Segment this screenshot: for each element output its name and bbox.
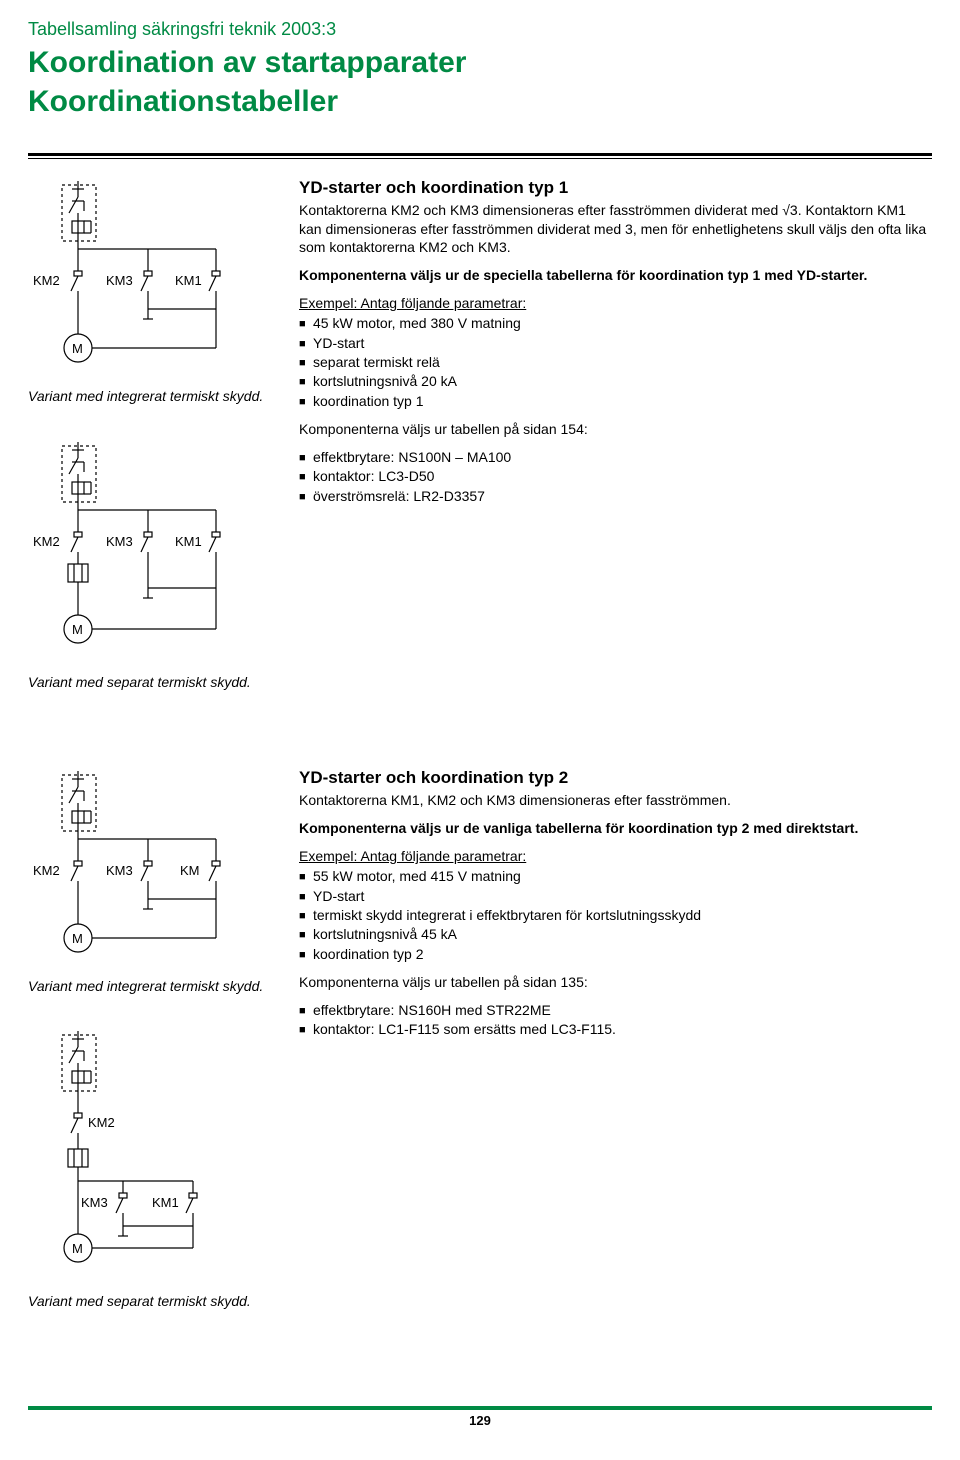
label-km3: KM3 xyxy=(81,1195,108,1210)
label-km3: KM3 xyxy=(106,863,133,878)
section2-result-list: effektbrytare: NS160H med STR22ME kontak… xyxy=(299,1001,932,1039)
section2-result-lead: Komponenterna väljs ur tabellen på sidan… xyxy=(299,973,932,991)
page-number: 129 xyxy=(28,1413,932,1430)
section2-para1: Kontaktorerna KM1, KM2 och KM3 dimension… xyxy=(299,791,932,809)
label-km3: KM3 xyxy=(106,273,133,288)
label-m: M xyxy=(72,341,83,356)
circuit-diagram-2a: KM2 KM3 KM M xyxy=(28,771,293,971)
list-item: termiskt skydd integrerat i effektbrytar… xyxy=(299,906,932,924)
label-m: M xyxy=(72,622,83,637)
list-item: överströmsrelä: LR2-D3357 xyxy=(299,487,932,505)
list-item: YD-start xyxy=(299,887,932,905)
doc-subtitle: Koordinationstabeller xyxy=(28,82,932,121)
label-km2: KM2 xyxy=(33,273,60,288)
section-typ2: KM2 KM3 KM M Variant med integrerat term… xyxy=(28,767,932,1310)
list-item: 45 kW motor, med 380 V matning xyxy=(299,314,932,332)
circuit-diagram-2b: KM2 KM3 KM1 M xyxy=(28,1031,293,1286)
label-km2: KM2 xyxy=(88,1115,115,1130)
section1-boldpara: Komponenterna väljs ur de speciella tabe… xyxy=(299,266,932,284)
section2-heading: YD-starter och koordination typ 2 xyxy=(299,767,932,789)
circuit-diagram-1a: KM2 KM3 KM1 M xyxy=(28,181,293,381)
list-item: YD-start xyxy=(299,334,932,352)
footer-rule xyxy=(28,1406,932,1410)
diagram-caption-2a: Variant med integrerat termiskt skydd. xyxy=(28,977,293,995)
list-item: kortslutningsnivå 45 kA xyxy=(299,925,932,943)
list-item: koordination typ 2 xyxy=(299,945,932,963)
left-column-1: KM2 KM3 KM1 M Variant med integrerat ter… xyxy=(28,177,293,726)
label-m: M xyxy=(72,1241,83,1256)
section1-example-list: 45 kW motor, med 380 V matning YD-start … xyxy=(299,314,932,409)
section1-example-lead: Exempel: Antag följande parametrar: xyxy=(299,294,932,312)
section1-result-lead: Komponenterna väljs ur tabellen på sidan… xyxy=(299,420,932,438)
label-m: M xyxy=(72,931,83,946)
section1-heading: YD-starter och koordination typ 1 xyxy=(299,177,932,199)
page-footer: 129 xyxy=(28,1406,932,1430)
label-km2: KM2 xyxy=(33,534,60,549)
list-item: kortslutningsnivå 20 kA xyxy=(299,372,932,390)
list-item: koordination typ 1 xyxy=(299,392,932,410)
rule-thin xyxy=(28,158,932,159)
doc-title: Koordination av startapparater xyxy=(28,43,932,82)
list-item: 55 kW motor, med 415 V matning xyxy=(299,867,932,885)
list-item: kontaktor: LC1-F115 som ersätts med LC3-… xyxy=(299,1020,932,1038)
label-km1: KM1 xyxy=(175,534,202,549)
diagram-caption-2b: Variant med separat termiskt skydd. xyxy=(28,1292,293,1310)
diagram-caption-1b: Variant med separat termiskt skydd. xyxy=(28,673,293,691)
label-km: KM xyxy=(180,863,200,878)
section2-boldpara: Komponenterna väljs ur de vanliga tabell… xyxy=(299,819,932,837)
diagram-caption-1a: Variant med integrerat termiskt skydd. xyxy=(28,387,293,405)
label-km1: KM1 xyxy=(175,273,202,288)
section2-example-list: 55 kW motor, med 415 V matning YD-start … xyxy=(299,867,932,962)
section-typ1: KM2 KM3 KM1 M Variant med integrerat ter… xyxy=(28,177,932,726)
list-item: kontaktor: LC3-D50 xyxy=(299,467,932,485)
list-item: effektbrytare: NS160H med STR22ME xyxy=(299,1001,932,1019)
section1-result-list: effektbrytare: NS100N – MA100 kontaktor:… xyxy=(299,448,932,505)
label-km1: KM1 xyxy=(152,1195,179,1210)
label-km2: KM2 xyxy=(33,863,60,878)
right-column-1: YD-starter och koordination typ 1 Kontak… xyxy=(293,177,932,515)
list-item: separat termiskt relä xyxy=(299,353,932,371)
list-item: effektbrytare: NS100N – MA100 xyxy=(299,448,932,466)
doc-supertitle: Tabellsamling säkringsfri teknik 2003:3 xyxy=(28,18,932,41)
left-column-2: KM2 KM3 KM M Variant med integrerat term… xyxy=(28,767,293,1310)
section1-para1: Kontaktorerna KM2 och KM3 dimensioneras … xyxy=(299,201,932,256)
section2-example-lead: Exempel: Antag följande parametrar: xyxy=(299,847,932,865)
rule-heavy xyxy=(28,153,932,156)
circuit-diagram-1b: KM2 KM3 KM1 M xyxy=(28,442,293,667)
right-column-2: YD-starter och koordination typ 2 Kontak… xyxy=(293,767,932,1049)
label-km3: KM3 xyxy=(106,534,133,549)
